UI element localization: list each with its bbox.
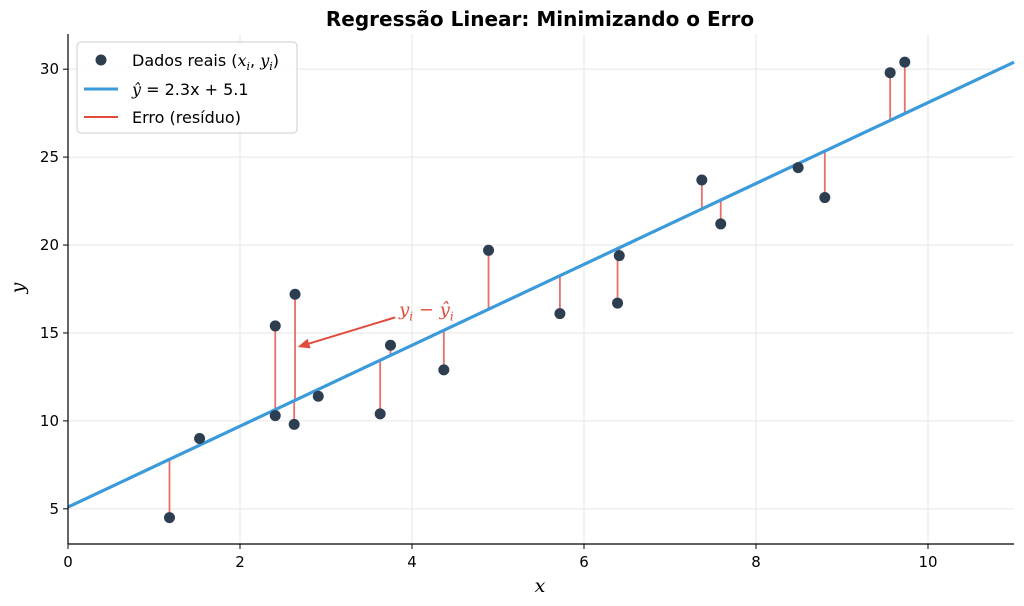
legend-points-sep: , [250, 51, 260, 70]
legend-label-fit: ŷ = 2.3x + 5.1 [131, 80, 249, 99]
data-point [899, 56, 911, 68]
legend-box [76, 41, 298, 134]
data-point [612, 297, 624, 309]
data-point [289, 288, 301, 300]
legend-points-prefix: Dados reais ( [132, 51, 237, 70]
legend-label-points: Dados reais (xi, yi) [132, 51, 279, 73]
data-point [438, 364, 450, 376]
legend-points-sub-1: i [247, 60, 251, 73]
x-tick-label: 8 [751, 553, 761, 571]
data-point [288, 418, 300, 430]
data-point [385, 339, 396, 351]
x-tick-label: 2 [235, 553, 245, 571]
legend-label-residual: Erro (resíduo) [132, 108, 241, 127]
annotation-sub-i-2: i [450, 309, 454, 323]
legend-marker-points [95, 54, 107, 66]
x-tick-label: 0 [63, 553, 73, 571]
legend-points-y: y [259, 51, 270, 70]
y-tick-label: 10 [40, 412, 59, 430]
data-point [269, 410, 281, 422]
annotation-arrow [308, 316, 396, 345]
residual-annotation: yi − ŷi [297, 299, 454, 349]
annotation-yhat: ŷ [439, 299, 451, 320]
x-tick-label: 10 [918, 553, 937, 571]
data-point [312, 390, 324, 402]
legend: Dados reais (xi, yi) ŷ = 2.3x + 5.1 Erro… [76, 41, 298, 134]
legend-fit-rest: = 2.3x + 5.1 [141, 80, 249, 99]
fit-line-layer [67, 60, 1015, 509]
data-point [819, 192, 831, 204]
annotation-y: y [398, 299, 410, 320]
legend-points-sub-2: i [269, 60, 273, 73]
legend-points-suffix: ) [273, 51, 279, 70]
y-tick-label: 15 [40, 324, 59, 342]
data-point [194, 432, 206, 444]
data-point [483, 244, 495, 256]
y-tick-label: 20 [40, 236, 59, 254]
annotation-sub-i: i [409, 309, 413, 323]
y-tick-label: 5 [49, 500, 59, 518]
data-point [554, 308, 566, 320]
legend-fit-yhat: ŷ [131, 80, 142, 99]
ticks: 0 2 4 6 8 10 5 10 15 20 25 30 [40, 60, 938, 571]
points-layer [163, 56, 911, 524]
data-point [696, 174, 708, 186]
data-point [884, 67, 896, 79]
annotation-arrow-head [297, 338, 311, 349]
chart-title: Regressão Linear: Minimizando o Erro [326, 7, 754, 31]
residuals-layer [168, 62, 906, 518]
data-point [613, 250, 625, 262]
data-point [269, 320, 281, 332]
y-axis-label: y [7, 282, 29, 294]
y-tick-label: 25 [40, 148, 59, 166]
x-tick-label: 4 [407, 553, 417, 571]
data-point [715, 218, 727, 230]
data-point [374, 408, 386, 420]
data-point [163, 512, 175, 524]
axes [67, 34, 1014, 545]
x-tick-label: 6 [579, 553, 589, 571]
annotation-label: yi − ŷi [398, 299, 454, 323]
y-tick-label: 30 [40, 60, 59, 78]
annotation-minus: − [413, 299, 440, 320]
data-point [792, 162, 804, 174]
legend-points-x: x [237, 51, 246, 70]
x-axis-label: x [535, 575, 546, 597]
regression-line [67, 60, 1015, 509]
